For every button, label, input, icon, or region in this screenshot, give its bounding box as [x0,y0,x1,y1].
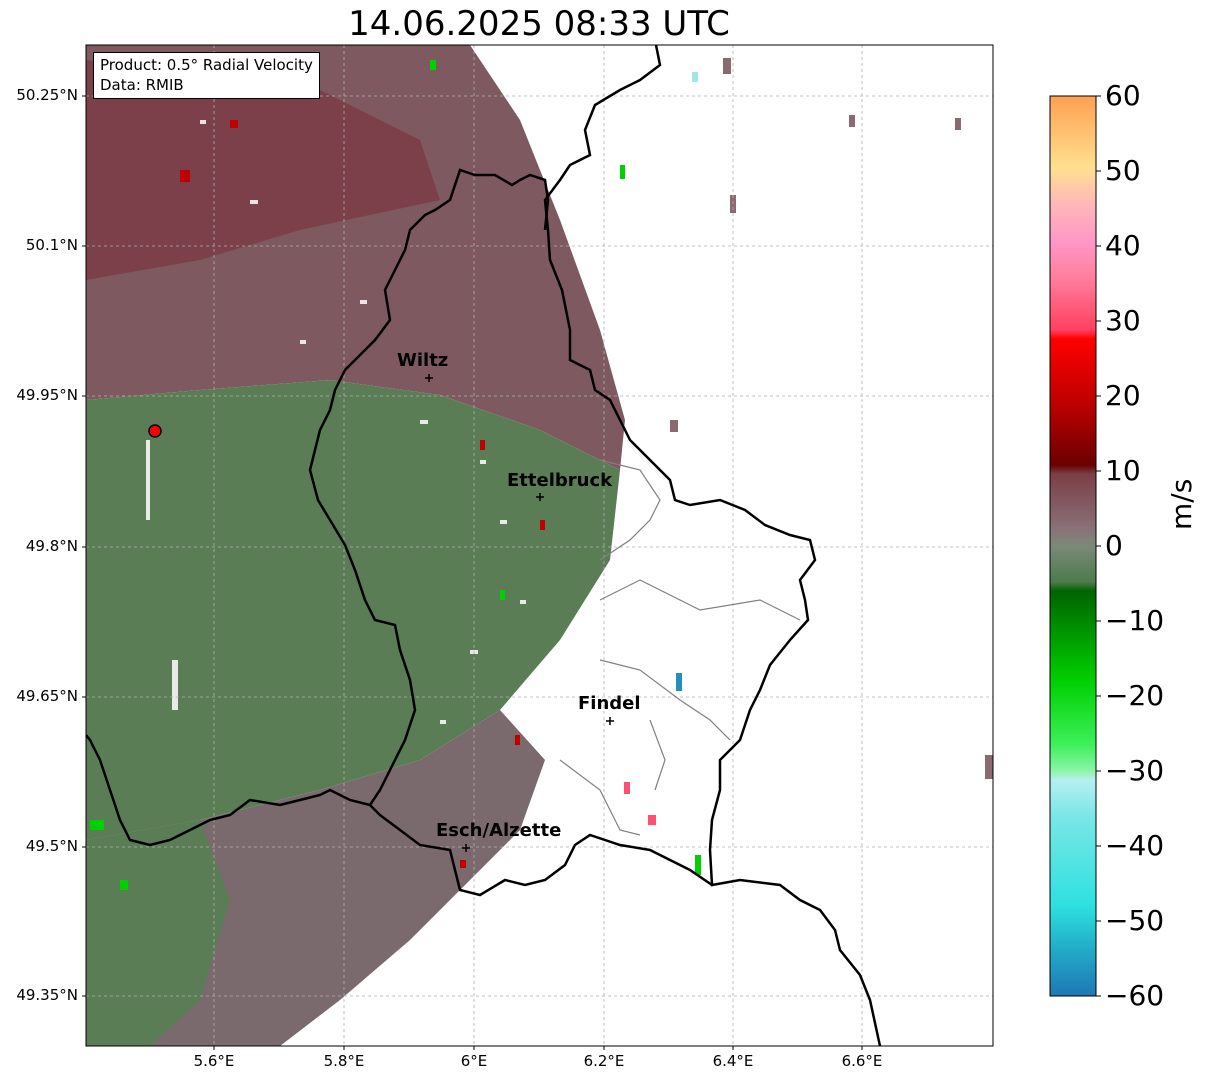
lat-tick: 50.1°N [25,236,78,254]
radar-speckle-blue [676,673,682,691]
lon-tick: 6.2°E [583,1052,625,1070]
radar-speckles-green [90,60,701,890]
colorbar-tick-label: −40 [1105,829,1165,862]
radar-speckles-red [180,120,545,868]
lat-tick: 49.95°N [16,386,78,404]
national-borders [86,45,882,1046]
radar-echo-inbound [86,380,620,840]
lon-tick: 6.4°E [712,1052,754,1070]
data-source-label: Data: RMIB [100,76,184,94]
info-box: Product: 0.5° Radial Velocity Data: RMIB [93,52,320,99]
colorbar-unit-label: m/s [1165,478,1198,530]
colorbar-tick-label: −10 [1105,604,1165,637]
colorbar-tick-label: 50 [1105,154,1141,187]
city-label-findel: Findel [578,693,641,714]
colorbar-ticks [1096,95,1101,997]
colorbar-tick-label: 10 [1105,454,1141,487]
colorbar-tick-label: −30 [1105,754,1165,787]
lat-tick: 49.5°N [25,837,78,855]
colorbar-tick-label: 40 [1105,229,1141,262]
city-label-ettelbruck: Ettelbruck [507,470,613,491]
colorbar [1049,95,1097,997]
city-label-esch-alzette: Esch/Alzette [436,820,562,841]
city-label-wiltz: Wiltz [397,350,449,371]
lon-tick: 5.6°E [193,1052,235,1070]
map-frame [85,44,994,1047]
lat-tick: 49.35°N [16,986,78,1004]
district-borders [559,459,801,836]
tick-marks [82,95,863,1050]
lon-tick: 6°E [460,1052,488,1070]
lat-tick: 49.8°N [25,537,78,555]
map-title: 14.06.2025 08:33 UTC [348,4,730,44]
radar-echo-outbound-strong [86,60,440,280]
radar-echo-mixed-green [86,820,230,1046]
radar-speckle-cyan [692,72,698,82]
colorbar-tick-label: −60 [1105,979,1165,1012]
colorbar-tick-label: 0 [1105,529,1123,562]
lon-tick: 5.8°E [323,1052,365,1070]
city-markers [425,374,614,852]
lat-tick: 49.65°N [16,687,78,705]
product-label: Product: 0.5° Radial Velocity [100,56,313,74]
lat-tick: 50.25°N [16,86,78,104]
colorbar-tick-label: 60 [1105,79,1141,112]
radar-site-marker [148,424,162,438]
lon-tick: 6.6°E [841,1052,883,1070]
colorbar-tick-label: −50 [1105,904,1165,937]
colorbar-tick-label: 20 [1105,379,1141,412]
colorbar-tick-label: −20 [1105,679,1165,712]
colorbar-tick-label: 30 [1105,304,1141,337]
